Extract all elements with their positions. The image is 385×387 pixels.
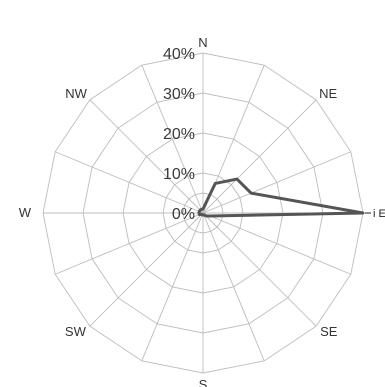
series-point-ENE	[250, 192, 252, 194]
direction-label-SW: SW	[65, 324, 87, 339]
r-tick-label: 10%	[163, 166, 195, 183]
annotations: i E	[365, 208, 385, 220]
series-point-NE	[236, 178, 238, 180]
r-tick-label: 20%	[163, 126, 195, 143]
spoke-WNW	[55, 151, 204, 214]
spoke-NE	[202, 99, 317, 214]
direction-label-N: N	[198, 35, 207, 50]
spoke-SSW	[141, 212, 204, 361]
annotation-label: i E	[373, 208, 385, 220]
spoke-SW	[89, 212, 204, 327]
series-layer	[197, 177, 365, 218]
series-point-WSW	[198, 213, 201, 216]
grid-spokes	[43, 53, 363, 373]
series-polygon-0	[197, 177, 365, 218]
direction-labels: N NE SE S SW W NW	[19, 35, 338, 387]
series-point-E	[362, 212, 364, 214]
series-point-NNW	[200, 208, 203, 211]
series-point-SW	[200, 213, 203, 216]
direction-label-NW: NW	[65, 86, 87, 101]
spoke-ENE	[202, 151, 351, 214]
direction-label-NE: NE	[319, 86, 337, 101]
direction-label-S: S	[199, 377, 208, 387]
spoke-NW	[89, 99, 204, 214]
spoke-SE	[202, 212, 317, 327]
r-tick-label: 40%	[163, 46, 195, 63]
series-point-SE	[205, 215, 207, 217]
r-tick-label: 30%	[163, 86, 195, 103]
series-point-ESE	[209, 215, 212, 217]
direction-label-W: W	[19, 205, 32, 220]
spoke-NNW	[141, 65, 204, 214]
radial-tick-labels: 0% 10% 20% 30% 40%	[163, 46, 195, 223]
series-point-W	[198, 212, 200, 214]
series-point-NNE	[214, 182, 217, 185]
spoke-ESE	[202, 212, 351, 275]
series-point-N	[202, 208, 204, 210]
direction-label-SE: SE	[320, 324, 338, 339]
series-point-NW	[199, 209, 201, 211]
r-tick-label: 0%	[172, 206, 195, 223]
series-point-WNW	[198, 210, 201, 213]
spoke-WSW	[55, 212, 204, 275]
spoke-SSE	[202, 212, 265, 361]
